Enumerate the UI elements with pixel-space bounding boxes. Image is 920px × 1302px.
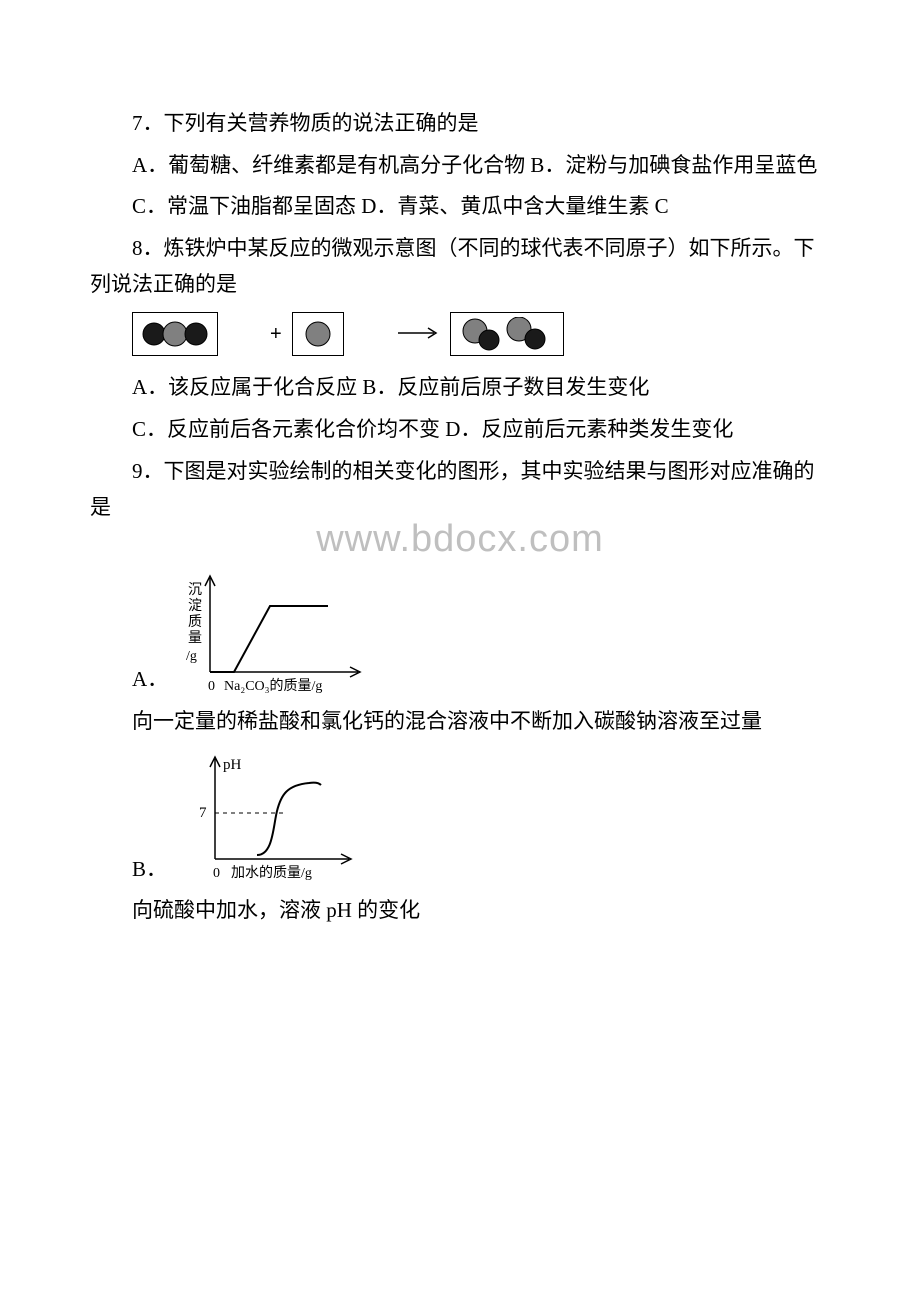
- chart-b-seven: 7: [199, 805, 207, 821]
- q9-b-prefix: B．: [90, 852, 167, 888]
- chart-b-origin: 0: [213, 866, 220, 881]
- q9-option-b-row: B． pH 7 0 加水的质量/g: [90, 747, 830, 887]
- chart-b-xlabel: 加水的质量/g: [231, 865, 312, 881]
- q9-option-a-row: A． 沉 淀 质 量 /g 0 Na₂CO₃的质量/g: [90, 568, 830, 698]
- chart-a-xlabel: Na₂CO₃的质量/g: [224, 678, 322, 694]
- reactant-2-box: [292, 312, 344, 356]
- product-molecules-icon: [459, 317, 555, 351]
- svg-text:淀: 淀: [188, 598, 202, 614]
- q9-a-prefix: A．: [90, 662, 168, 698]
- q7-option-cd: C．常温下油脂都呈固态 D．青菜、黄瓜中含大量维生素 C: [90, 189, 830, 225]
- chart-a-icon: 沉 淀 质 量 /g 0 Na₂CO₃的质量/g: [178, 568, 378, 698]
- product-box: [450, 312, 564, 356]
- q8-stem: 8．炼铁炉中某反应的微观示意图（不同的球代表不同原子）如下所示。下列说法正确的是: [90, 231, 830, 302]
- reactant-1-box: [132, 312, 218, 356]
- q9-a-desc: 向一定量的稀盐酸和氯化钙的混合溶液中不断加入碳酸钠溶液至过量: [90, 704, 830, 740]
- svg-text:量: 量: [188, 630, 202, 646]
- svg-text:/g: /g: [186, 649, 197, 664]
- plus-icon: +: [228, 317, 282, 351]
- molecule-bgb-icon: [141, 319, 209, 349]
- chart-b-ylabel: pH: [223, 757, 242, 773]
- q7-option-ab: A．葡萄糖、纤维素都是有机高分子化合物 B．淀粉与加碘食盐作用呈蓝色: [90, 148, 830, 184]
- q8-option-cd: C．反应前后各元素化合价均不变 D．反应前后元素种类发生变化: [90, 412, 830, 448]
- svg-text:质: 质: [188, 614, 202, 630]
- q8-reaction-diagram: +: [90, 312, 830, 356]
- q8-option-ab: A．该反应属于化合反应 B．反应前后原子数目发生变化: [90, 370, 830, 406]
- svg-text:沉: 沉: [188, 582, 202, 598]
- q9-stem: 9．下图是对实验绘制的相关变化的图形，其中实验结果与图形对应准确的是: [90, 454, 830, 525]
- q7-stem: 7．下列有关营养物质的说法正确的是: [90, 106, 830, 142]
- chart-a-origin: 0: [208, 679, 215, 694]
- chart-b-icon: pH 7 0 加水的质量/g: [177, 747, 367, 887]
- arrow-icon: [354, 317, 440, 351]
- document-page: 7．下列有关营养物质的说法正确的是 A．葡萄糖、纤维素都是有机高分子化合物 B．…: [0, 0, 920, 995]
- atom-grey-icon: [301, 319, 335, 349]
- q9-b-desc: 向硫酸中加水，溶液 pH 的变化: [90, 893, 830, 929]
